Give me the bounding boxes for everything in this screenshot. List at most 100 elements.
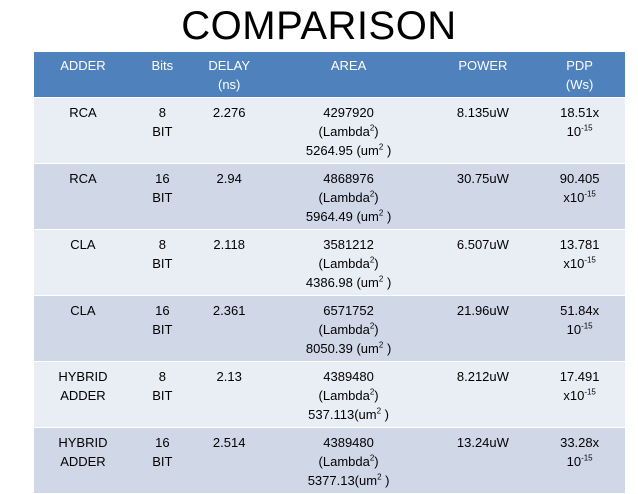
cell-bits: 8 BIT [131, 361, 193, 428]
cell-pdp: 13.781 x10-15 [534, 229, 625, 296]
cell-power: 6.507uW [431, 229, 535, 296]
cell-power: 21.96uW [431, 295, 535, 362]
cell-adder: CLA [34, 229, 132, 296]
pdp-exponent-line: 10-15 [537, 320, 622, 339]
adder-line: CLA [70, 303, 96, 318]
area-lambda-value: 4389480 [323, 435, 374, 450]
area-lambda-unit: (Lambda2) [318, 321, 379, 337]
pdp-value: 18.51x [560, 105, 600, 120]
cell-pdp: 17.491 x10-15 [534, 361, 625, 428]
area-lambda-label: (Lambda [318, 322, 370, 337]
cell-area: 4297920 (Lambda2) 5264.95 (um2 ) [265, 97, 432, 164]
cell-power: 30.75uW [431, 163, 535, 230]
header-adder: ADDER [34, 52, 132, 98]
adder-line: ADDER [60, 388, 106, 403]
area-lambda-unit: (Lambda2) [318, 387, 379, 403]
table-row: CLA 16 BIT 2.361 6571752 (Lambda2) 8050.3… [34, 295, 625, 362]
area-lambda-value: 4297920 [323, 105, 374, 120]
area-um-value: 5377.13(um [307, 473, 378, 488]
area-lambda-label: (Lambda [318, 454, 370, 469]
area-um-value: 537.113(um [308, 407, 377, 422]
area-um-value: 5264.95 (um [305, 143, 379, 158]
pdp-exp: -15 [581, 123, 593, 133]
area-um-exp: 2 [378, 274, 384, 284]
pdp-value: 17.491 [559, 369, 600, 384]
pdp-exp: -15 [581, 453, 593, 463]
area-um-line: 8050.39 (um2 ) [269, 339, 429, 358]
header-bits: Bits [131, 52, 193, 98]
bits-line: 16 [155, 303, 170, 318]
area-um-close: ) [383, 209, 392, 224]
area-um-line: 537.113(um2 ) [269, 405, 429, 424]
area-um-value: 4386.98 (um [305, 275, 379, 290]
area-um-close: ) [383, 275, 392, 290]
area-lambda-label: (Lambda [318, 388, 370, 403]
pdp-base: 10 [566, 322, 582, 337]
cell-power: 8.212uW [431, 361, 535, 428]
pdp-exp: -15 [584, 255, 596, 265]
pdp-value: 90.405 [559, 171, 600, 186]
cell-bits: 8 BIT [131, 97, 193, 164]
pdp-base: 10 [566, 454, 582, 469]
pdp-base: x10 [563, 190, 585, 205]
area-lambda-unit: (Lambda2) [318, 123, 379, 139]
area-um-value: 5964.49 (um [305, 209, 379, 224]
area-lambda-exp: 2 [369, 453, 375, 463]
bits-line: BIT [152, 256, 173, 271]
cell-pdp: 33.28x 10-15 [534, 427, 625, 494]
bits-line: 8 [158, 237, 166, 252]
cell-bits: 16 BIT [131, 295, 193, 362]
table-row: CLA 8 BIT 2.118 3581212 (Lambda2) 4386.98… [34, 229, 625, 296]
header-pdp: PDP (Ws) [534, 52, 625, 98]
pdp-value: 51.84x [560, 303, 600, 318]
area-lambda-exp: 2 [369, 255, 375, 265]
area-lambda-value: 3581212 [323, 237, 374, 252]
bits-line: 16 [155, 435, 170, 450]
area-lambda-exp: 2 [369, 189, 375, 199]
pdp-base: 10 [566, 124, 582, 139]
area-lambda-label: (Lambda [318, 124, 370, 139]
cell-adder: RCA [34, 163, 132, 230]
area-um-exp: 2 [376, 406, 382, 416]
adder-line: RCA [69, 171, 97, 186]
pdp-base: x10 [563, 256, 585, 271]
cell-pdp: 51.84x 10-15 [534, 295, 625, 362]
cell-area: 4868976 (Lambda2) 5964.49 (um2 ) [265, 163, 432, 230]
area-lambda-label: (Lambda [318, 256, 370, 271]
pdp-exponent-line: x10-15 [537, 254, 622, 273]
header-area: AREA [265, 52, 432, 98]
area-lambda-value: 4389480 [323, 369, 374, 384]
cell-delay: 2.514 [192, 427, 266, 494]
pdp-exp: -15 [584, 189, 596, 199]
cell-bits: 8 BIT [131, 229, 193, 296]
pdp-exponent-line: 10-15 [537, 122, 622, 141]
pdp-exponent-line: x10-15 [537, 188, 622, 207]
table-row: HYBRID ADDER 16 BIT 2.514 4389480 (Lambda2… [34, 427, 625, 494]
cell-adder: RCA [34, 97, 132, 164]
area-um-close: ) [381, 407, 389, 422]
area-um-line: 5264.95 (um2 ) [269, 141, 429, 160]
area-um-exp: 2 [378, 142, 384, 152]
area-um-exp: 2 [377, 472, 382, 482]
cell-pdp: 18.51x 10-15 [534, 97, 625, 164]
area-um-close: ) [381, 473, 390, 488]
area-lambda-label: (Lambda [318, 190, 370, 205]
pdp-exponent-line: x10-15 [537, 386, 622, 405]
area-um-exp: 2 [378, 208, 384, 218]
area-um-line: 5964.49 (um2 ) [269, 207, 429, 226]
bits-line: 16 [155, 171, 170, 186]
cell-power: 13.24uW [431, 427, 535, 494]
cell-delay: 2.361 [192, 295, 266, 362]
cell-delay: 2.276 [192, 97, 266, 164]
adder-line: CLA [70, 237, 96, 252]
header-pdp-unit: (Ws) [565, 77, 594, 92]
comparison-table: ADDER Bits DELAY (ns) AREA POWER PDP (Ws… [34, 52, 625, 494]
area-lambda-value: 6571752 [323, 303, 374, 318]
cell-area: 6571752 (Lambda2) 8050.39 (um2 ) [265, 295, 432, 362]
adder-line: ADDER [60, 454, 106, 469]
area-um-line: 4386.98 (um2 ) [269, 273, 429, 292]
bits-line: 8 [158, 369, 166, 384]
bits-line: BIT [152, 454, 173, 469]
cell-adder: HYBRID ADDER [34, 427, 132, 494]
cell-adder: CLA [34, 295, 132, 362]
